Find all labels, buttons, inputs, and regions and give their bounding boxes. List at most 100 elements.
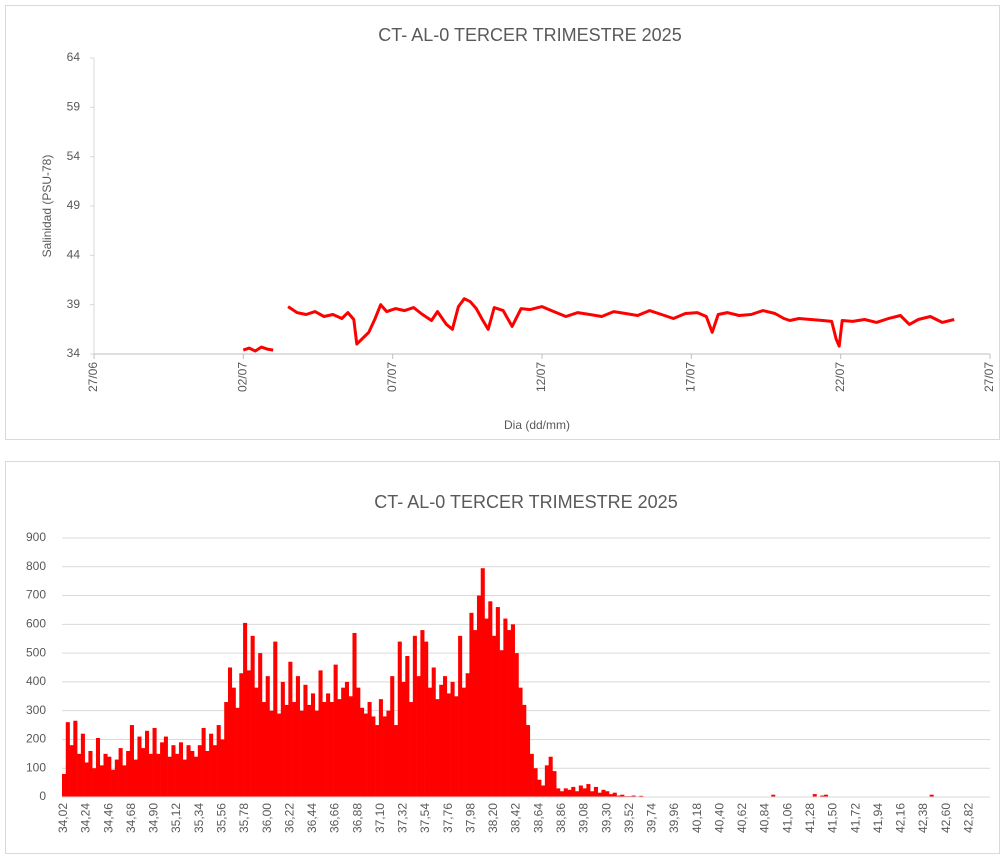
bar bbox=[303, 684, 308, 797]
bar bbox=[356, 687, 361, 797]
y-tick-label: 600 bbox=[26, 617, 46, 631]
x-tick-label: 35,56 bbox=[214, 803, 228, 833]
bar bbox=[160, 742, 165, 797]
bar bbox=[503, 618, 508, 797]
y-tick-label: 300 bbox=[26, 703, 46, 717]
bar bbox=[929, 794, 934, 797]
bar bbox=[495, 607, 500, 797]
bar bbox=[126, 750, 131, 797]
x-tick-label: 34,90 bbox=[147, 803, 161, 833]
bar bbox=[148, 753, 153, 797]
chart-title: CT- AL-0 TERCER TRIMESTRE 2025 bbox=[378, 25, 681, 45]
bar bbox=[329, 702, 334, 797]
bar bbox=[393, 725, 399, 797]
bar bbox=[337, 699, 342, 797]
x-tick-label: 41,94 bbox=[871, 803, 885, 833]
x-tick-label: 39,08 bbox=[577, 803, 591, 833]
x-tick-label: 07/07 bbox=[385, 362, 399, 392]
x-tick-label: 40,40 bbox=[712, 803, 726, 833]
bar bbox=[469, 612, 474, 797]
bar bbox=[382, 716, 387, 797]
bar bbox=[363, 713, 368, 797]
x-tick-label: 27/07 bbox=[982, 362, 996, 392]
bar bbox=[450, 681, 455, 797]
x-tick-label: 34,02 bbox=[56, 803, 70, 833]
bar bbox=[186, 745, 191, 797]
x-tick-label: 37,98 bbox=[463, 803, 477, 833]
chart-frame bbox=[5, 5, 1000, 440]
bar bbox=[216, 725, 221, 797]
bar bbox=[586, 784, 591, 797]
bar bbox=[616, 795, 621, 797]
bar bbox=[571, 786, 576, 797]
bar bbox=[84, 762, 89, 797]
bar bbox=[556, 788, 561, 797]
bar bbox=[488, 601, 493, 797]
x-tick-label: 36,88 bbox=[350, 803, 364, 833]
x-tick-label: 42,82 bbox=[961, 803, 975, 833]
bar bbox=[608, 794, 614, 797]
y-tick-label: 39 bbox=[67, 297, 81, 311]
bar bbox=[605, 791, 610, 797]
x-tick-label: 39,30 bbox=[599, 803, 613, 833]
x-tick-label: 35,12 bbox=[169, 803, 183, 833]
x-tick-label: 37,32 bbox=[396, 803, 410, 833]
bar bbox=[144, 730, 150, 797]
bar bbox=[194, 756, 199, 797]
bar bbox=[227, 667, 233, 797]
bar bbox=[518, 687, 523, 797]
bar bbox=[212, 745, 217, 797]
bar bbox=[360, 707, 365, 797]
bar bbox=[261, 702, 267, 797]
bar bbox=[476, 595, 482, 797]
bar bbox=[544, 765, 549, 797]
bar bbox=[771, 794, 776, 797]
x-tick-label: 17/07 bbox=[684, 362, 698, 392]
bar bbox=[171, 745, 176, 797]
bar bbox=[352, 632, 357, 797]
bar bbox=[62, 773, 67, 797]
y-tick-label: 34 bbox=[67, 346, 81, 360]
x-tick-label: 39,96 bbox=[667, 803, 681, 833]
bar bbox=[69, 745, 74, 797]
bar bbox=[559, 791, 565, 797]
x-tick-label: 40,84 bbox=[758, 803, 772, 833]
bar bbox=[92, 768, 97, 797]
x-tick-label: 42,60 bbox=[939, 803, 953, 833]
bar bbox=[246, 670, 251, 797]
bar bbox=[284, 704, 289, 797]
bar bbox=[812, 794, 817, 797]
bar bbox=[612, 792, 617, 797]
bar bbox=[446, 693, 451, 797]
bar bbox=[620, 794, 625, 797]
bar bbox=[243, 622, 248, 797]
x-tick-label: 38,64 bbox=[531, 803, 545, 833]
bar bbox=[118, 748, 123, 797]
bar bbox=[77, 753, 82, 797]
bar bbox=[167, 756, 172, 797]
bar bbox=[597, 792, 602, 797]
x-tick-label: 35,34 bbox=[192, 803, 206, 833]
bar bbox=[80, 733, 85, 797]
bar bbox=[258, 653, 263, 797]
bar bbox=[292, 702, 297, 797]
bar bbox=[439, 684, 444, 797]
bar bbox=[295, 676, 300, 797]
x-tick-label: 41,06 bbox=[780, 803, 794, 833]
bar bbox=[333, 664, 338, 797]
bar bbox=[507, 630, 512, 797]
x-tick-label: 02/07 bbox=[236, 362, 250, 392]
bar bbox=[563, 788, 568, 797]
bar bbox=[99, 765, 104, 797]
bar bbox=[326, 693, 331, 797]
bar bbox=[499, 650, 504, 797]
bar bbox=[473, 630, 478, 797]
bar bbox=[129, 725, 134, 797]
bar bbox=[280, 681, 285, 797]
x-tick-label: 39,74 bbox=[645, 803, 659, 833]
bar bbox=[273, 641, 278, 797]
bar bbox=[375, 725, 380, 797]
bar bbox=[111, 769, 116, 797]
x-tick-label: 35,78 bbox=[237, 803, 251, 833]
bar bbox=[88, 750, 93, 797]
